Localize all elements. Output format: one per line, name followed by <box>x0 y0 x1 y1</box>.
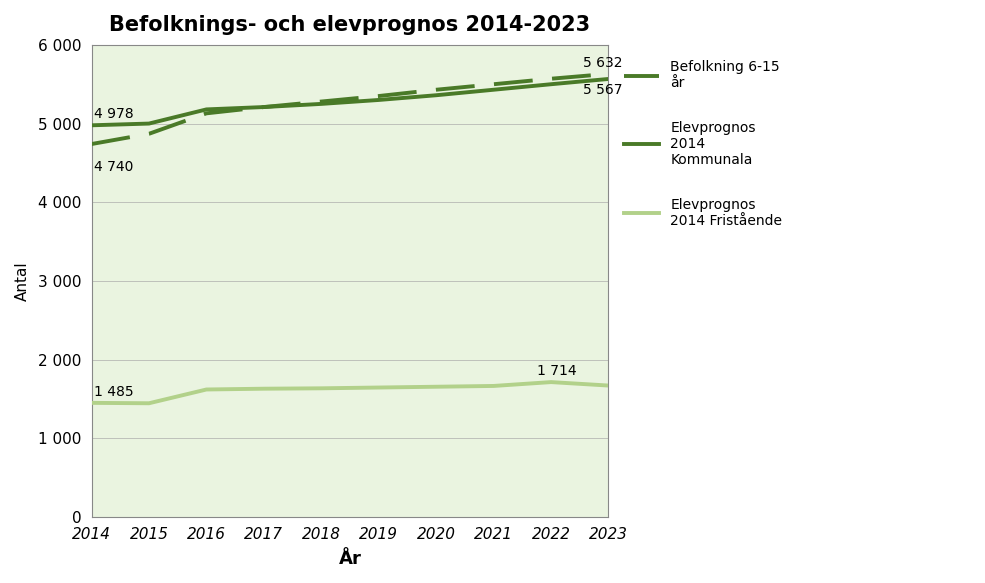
X-axis label: År: År <box>339 550 361 568</box>
Text: 1 485: 1 485 <box>95 385 134 399</box>
Text: 4 978: 4 978 <box>95 107 134 121</box>
Title: Befolknings- och elevprognos 2014-2023: Befolknings- och elevprognos 2014-2023 <box>109 15 591 35</box>
Text: 1 714: 1 714 <box>537 364 576 378</box>
Text: 4 740: 4 740 <box>95 160 134 174</box>
Text: 5 567: 5 567 <box>583 83 623 97</box>
Text: 5 632: 5 632 <box>583 56 623 70</box>
Y-axis label: Antal: Antal <box>15 261 30 301</box>
Legend: Befolkning 6-15
år, Elevprognos
2014
Kommunala, Elevprognos
2014 Fristående: Befolkning 6-15 år, Elevprognos 2014 Kom… <box>619 54 788 233</box>
